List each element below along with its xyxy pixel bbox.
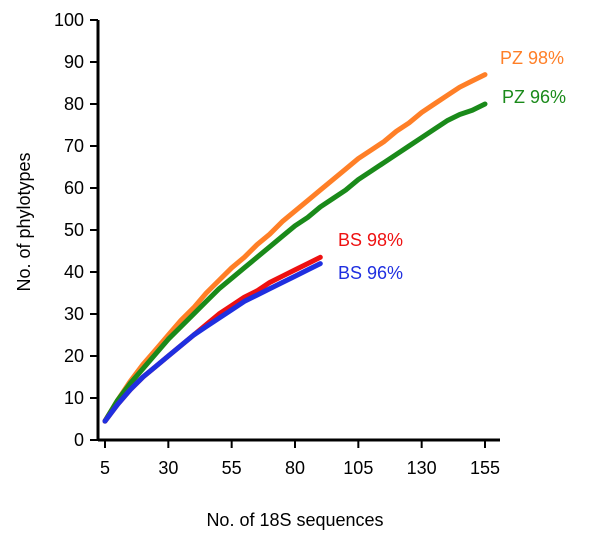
- x-tick-label: 30: [158, 458, 178, 478]
- series-line-bs-96: [102, 261, 323, 424]
- series-label-pz-98: PZ 98%: [500, 48, 564, 68]
- y-tick-label: 30: [64, 304, 84, 324]
- y-tick-label: 70: [64, 136, 84, 156]
- y-tick-label: 80: [64, 94, 84, 114]
- y-tick-label: 60: [64, 178, 84, 198]
- y-axis-title: No. of phylotypes: [14, 152, 34, 291]
- y-tick-label: 40: [64, 262, 84, 282]
- x-axis-title: No. of 18S sequences: [206, 510, 383, 530]
- y-tick-label: 20: [64, 346, 84, 366]
- x-tick-label: 155: [470, 458, 500, 478]
- y-tick-label: 100: [54, 10, 84, 30]
- x-tick-label: 55: [222, 458, 242, 478]
- y-tick-label: 10: [64, 388, 84, 408]
- y-axis-ticks: 0 10 20 30 40 50 60 70 80 90 100: [54, 10, 98, 450]
- x-axis-ticks: 5 30 55 80 105 130 155: [100, 440, 500, 478]
- y-tick-label: 0: [74, 430, 84, 450]
- x-tick-label: 5: [100, 458, 110, 478]
- series-label-bs-96: BS 96%: [338, 263, 403, 283]
- x-tick-label: 130: [407, 458, 437, 478]
- series-labels: PZ 98% PZ 96% BS 98% BS 96%: [338, 48, 566, 283]
- series-label-pz-96: PZ 96%: [502, 87, 566, 107]
- series-line-pz-96: [102, 101, 488, 424]
- x-tick-label: 105: [343, 458, 373, 478]
- series-line-pz-98: [102, 72, 488, 424]
- y-tick-label: 50: [64, 220, 84, 240]
- x-tick-label: 80: [285, 458, 305, 478]
- y-tick-label: 90: [64, 52, 84, 72]
- series-layer: [102, 72, 488, 424]
- series-label-bs-98: BS 98%: [338, 230, 403, 250]
